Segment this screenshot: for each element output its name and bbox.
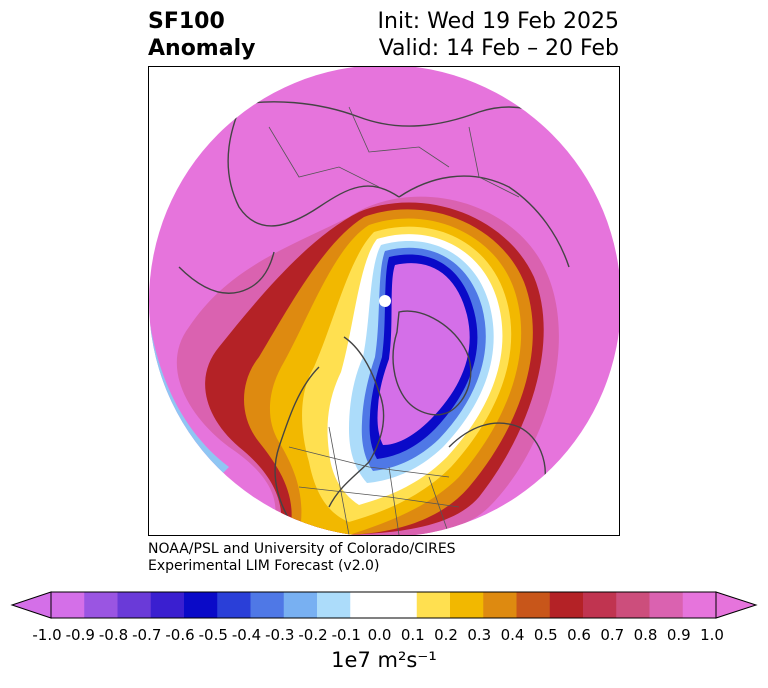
- title-right: Init: Wed 19 Feb 2025 Valid: 14 Feb – 20…: [378, 8, 619, 62]
- colorbar-tick-label: -0.3: [265, 626, 295, 644]
- colorbar-segment: [416, 592, 451, 618]
- colorbar-segment: [483, 592, 517, 618]
- colorbar-tick-label: -0.2: [298, 626, 328, 644]
- colorbar-segment: [516, 592, 551, 618]
- colorbar-tick-label: 0.8: [633, 626, 658, 644]
- colorbar-segment: [682, 592, 717, 618]
- colorbar-tick-label: -0.6: [165, 626, 195, 644]
- colorbar-segment: [250, 592, 285, 618]
- colorbar-outline: [50, 591, 717, 619]
- colorbar-segment: [583, 592, 617, 618]
- colorbar-segment: [649, 592, 684, 618]
- colorbar-segment: [616, 592, 650, 618]
- pole-marker: [379, 295, 391, 307]
- colorbar-units: 1e7 m²s⁻¹: [331, 648, 437, 672]
- colorbar-segment: [283, 592, 318, 618]
- colorbar: [10, 591, 758, 619]
- colorbar-segment: [184, 592, 218, 618]
- colorbar-tick-label: 0.1: [400, 626, 425, 644]
- colorbar-tick-label: 1.0: [700, 626, 724, 644]
- colorbar-tick-labels: -1.0 -0.9 -0.8 -0.7 -0.6 -0.5 -0.4 -0.3 -0.2 -0.1…: [0, 626, 768, 646]
- colorbar-tick-label: -0.1: [331, 626, 361, 644]
- country-borders: [268, 106, 520, 535]
- colorbar-segment: [217, 592, 251, 618]
- colorbar-tick-label: -0.4: [231, 626, 262, 644]
- valid-range: Valid: 14 Feb – 20 Feb: [378, 36, 619, 61]
- colorbar-tick-label: 0.5: [533, 626, 558, 644]
- title-type: Anomaly: [148, 36, 256, 61]
- colorbar-tick-label: -0.5: [198, 626, 228, 644]
- colorbar-segment: [317, 592, 351, 618]
- colorbar-tick-label: 0.0: [367, 626, 392, 644]
- colorbar-segment: [350, 592, 384, 618]
- colorbar-segment: [84, 592, 118, 618]
- colorbar-segment: [51, 592, 85, 618]
- colorbar-tick-label: 0.7: [600, 626, 625, 644]
- colorbar-tick-label: -0.7: [132, 626, 162, 644]
- init-date: Init: Wed 19 Feb 2025: [377, 9, 619, 34]
- colorbar-tick-label: -0.9: [65, 626, 95, 644]
- colorbar-tick-label: -1.0: [32, 626, 62, 644]
- colorbar-extend-right: [715, 591, 758, 619]
- credit-line-1: NOAA/PSL and University of Colorado/CIRE…: [148, 541, 456, 557]
- credit-text: NOAA/PSL and University of Colorado/CIRE…: [148, 541, 456, 575]
- colorbar-segment: [383, 592, 418, 618]
- colorbar-tick-label: 0.9: [666, 626, 691, 644]
- colorbar-segment: [450, 592, 484, 618]
- colorbar-segment: [117, 592, 152, 618]
- band-neg-0.7: [377, 263, 470, 445]
- colorbar-extend-left: [10, 591, 52, 619]
- anomaly-map: [149, 67, 619, 535]
- colorbar-tick-label: 0.3: [467, 626, 492, 644]
- colorbar-tick-label: 0.4: [500, 626, 525, 644]
- colorbar-segment: [150, 592, 185, 618]
- colorbar-tick-label: 0.2: [434, 626, 458, 644]
- credit-line-2: Experimental LIM Forecast (v2.0): [148, 558, 380, 574]
- map-panel: [148, 66, 620, 536]
- colorbar-tick-label: 0.6: [567, 626, 591, 644]
- title-left: SF100 Anomaly: [148, 8, 255, 62]
- colorbar-tick-label: -0.8: [98, 626, 129, 644]
- title-variable: SF100: [148, 9, 225, 34]
- colorbar-segment: [549, 592, 584, 618]
